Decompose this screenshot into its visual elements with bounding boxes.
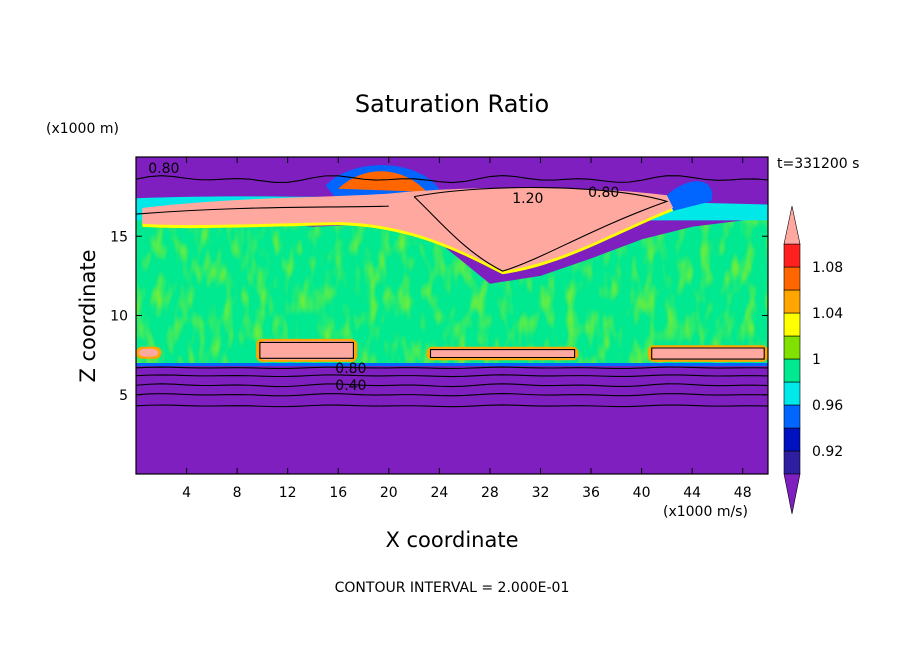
colorbar: 0.92 0.96 1 1.04 1.08 [783, 205, 843, 515]
x-tick-label: 16 [329, 485, 347, 501]
x-tick-label: 24 [430, 485, 448, 501]
colorbar-top-arrow [783, 205, 801, 245]
x-tick-label: 36 [582, 485, 600, 501]
contour-line [136, 205, 389, 215]
colorbar-swatch [783, 450, 801, 475]
colorbar-swatch [783, 312, 801, 337]
colorbar-swatch [783, 335, 801, 360]
x-tick-label: 20 [380, 485, 398, 501]
right-blue-patch [666, 181, 713, 211]
colorbar-swatch [783, 289, 801, 314]
contour-lines [136, 174, 768, 408]
contour-line [136, 393, 768, 397]
anvil-core [142, 187, 674, 272]
x-unit-label: (x1000 m/s) [663, 504, 748, 520]
contour-label: 0.80 [588, 185, 619, 201]
x-tick-label: 8 [233, 485, 242, 501]
x-tick-label: 48 [734, 485, 752, 501]
band-base-edge [136, 363, 768, 367]
contour-label: 0.80 [148, 161, 179, 177]
colorbar-swatch [783, 358, 801, 383]
contour-line [413, 186, 669, 272]
y-axis-label: Z coordinate [76, 249, 100, 382]
colorbar-swatch [783, 381, 801, 406]
x-tick-label: 12 [279, 485, 297, 501]
colorbar-label: 0.96 [812, 398, 843, 414]
contour-line [136, 174, 768, 184]
contour-line [259, 341, 354, 359]
y-tick-label: 5 [119, 388, 128, 404]
colorbar-label: 0.92 [812, 444, 843, 460]
lower-lens-core [259, 340, 355, 360]
colorbar-label: 1.04 [812, 306, 843, 322]
saturation-field [136, 157, 768, 474]
contour-label: 0.80 [335, 361, 366, 377]
contour-interval-note: CONTOUR INTERVAL = 2.000E-01 [335, 580, 570, 596]
x-tick-label: 32 [532, 485, 550, 501]
lower-lens-core [650, 347, 765, 360]
y-axis: 5 10 15 [110, 229, 768, 404]
time-label: t=331200 s [777, 156, 859, 172]
x-axis: 4 8 12 16 20 24 28 32 36 40 44 48 [182, 157, 752, 501]
y-unit-label: (x1000 m) [46, 121, 119, 137]
chart-title: Saturation Ratio [355, 90, 549, 118]
x-tick-label: 44 [683, 485, 701, 501]
colorbar-label: 1.08 [812, 260, 843, 276]
colorbar-bottom-arrow [783, 473, 801, 515]
lower-lens-core [139, 348, 159, 357]
contour-labels: 0.801.20 0.800.800.40 [148, 161, 619, 394]
colorbar-swatch [783, 427, 801, 452]
y-tick-label: 10 [110, 309, 128, 325]
contour-line [429, 349, 576, 359]
x-tick-label: 4 [182, 485, 191, 501]
contour-line [136, 383, 768, 388]
contour-line [651, 347, 765, 360]
contour-line [136, 366, 768, 370]
contour-line [136, 404, 768, 408]
lower-lens-core [429, 348, 576, 359]
x-tick-label: 28 [481, 485, 499, 501]
plume-core [338, 171, 427, 192]
contour-line [136, 374, 768, 378]
contour-label: 1.20 [512, 191, 543, 207]
colorbar-label: 1 [812, 352, 821, 368]
colorbar-swatch [783, 404, 801, 429]
x-axis-label: X coordinate [385, 528, 518, 552]
colorbar-swatch [783, 266, 801, 291]
cloud-band-texture [136, 217, 768, 364]
y-tick-label: 15 [110, 229, 128, 245]
contour-label: 0.40 [335, 378, 366, 394]
colorbar-swatch [783, 243, 801, 268]
x-tick-label: 40 [633, 485, 651, 501]
